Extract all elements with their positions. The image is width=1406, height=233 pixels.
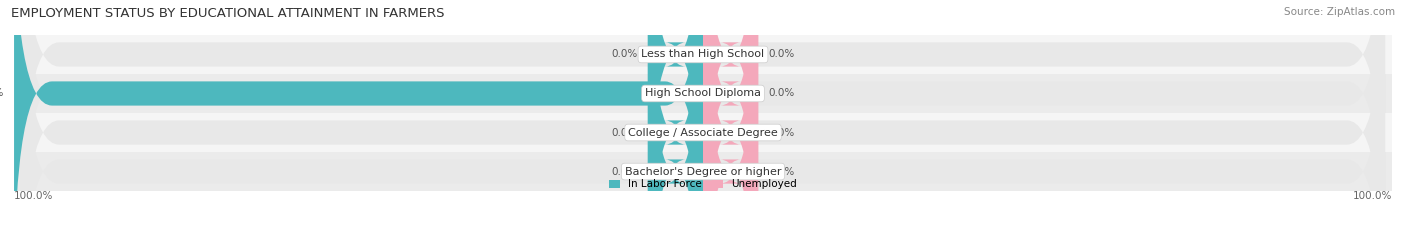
- FancyBboxPatch shape: [14, 0, 703, 233]
- Text: 0.0%: 0.0%: [769, 49, 794, 59]
- FancyBboxPatch shape: [703, 0, 758, 233]
- Bar: [14, 74, 1392, 113]
- FancyBboxPatch shape: [703, 0, 758, 233]
- Text: 0.0%: 0.0%: [769, 167, 794, 177]
- Text: 100.0%: 100.0%: [1353, 191, 1392, 201]
- Text: Source: ZipAtlas.com: Source: ZipAtlas.com: [1284, 7, 1395, 17]
- Text: High School Diploma: High School Diploma: [645, 89, 761, 99]
- FancyBboxPatch shape: [21, 0, 1385, 233]
- FancyBboxPatch shape: [648, 0, 703, 233]
- Text: 0.0%: 0.0%: [612, 49, 637, 59]
- Bar: [14, 35, 1392, 74]
- FancyBboxPatch shape: [648, 0, 703, 233]
- Text: College / Associate Degree: College / Associate Degree: [628, 127, 778, 137]
- Text: Less than High School: Less than High School: [641, 49, 765, 59]
- Bar: [14, 152, 1392, 191]
- FancyBboxPatch shape: [21, 0, 1385, 233]
- Text: 100.0%: 100.0%: [0, 89, 4, 99]
- Text: 0.0%: 0.0%: [612, 127, 637, 137]
- FancyBboxPatch shape: [21, 0, 1385, 233]
- FancyBboxPatch shape: [703, 0, 758, 233]
- Text: 0.0%: 0.0%: [769, 127, 794, 137]
- FancyBboxPatch shape: [703, 0, 758, 233]
- Text: Bachelor's Degree or higher: Bachelor's Degree or higher: [624, 167, 782, 177]
- Legend: In Labor Force, Unemployed: In Labor Force, Unemployed: [605, 175, 801, 194]
- FancyBboxPatch shape: [648, 0, 703, 233]
- Text: EMPLOYMENT STATUS BY EDUCATIONAL ATTAINMENT IN FARMERS: EMPLOYMENT STATUS BY EDUCATIONAL ATTAINM…: [11, 7, 444, 20]
- Bar: [14, 113, 1392, 152]
- Text: 0.0%: 0.0%: [612, 167, 637, 177]
- Text: 100.0%: 100.0%: [14, 191, 53, 201]
- Text: 0.0%: 0.0%: [769, 89, 794, 99]
- FancyBboxPatch shape: [21, 0, 1385, 233]
